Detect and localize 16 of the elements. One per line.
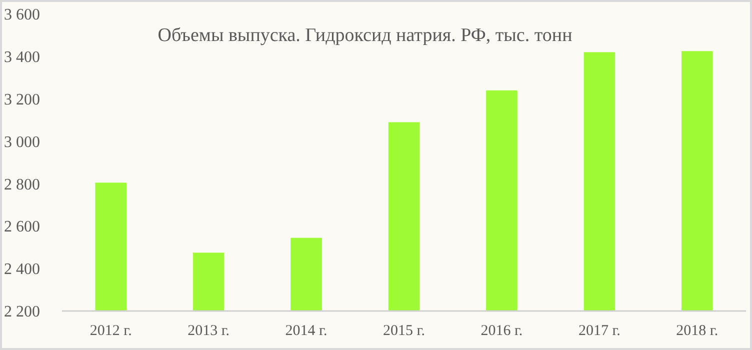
x-tick-label: 2015 г. (383, 323, 425, 339)
y-tick-label: 2 800 (4, 176, 40, 194)
y-tick-label: 3 400 (4, 49, 40, 66)
x-tick-label: 2017 г. (578, 323, 620, 339)
x-tick-label: 2014 г. (285, 323, 328, 339)
y-tick-label: 2 600 (4, 218, 40, 236)
y-tick-label: 2 400 (4, 261, 40, 278)
y-tick-label: 3 200 (4, 91, 40, 108)
text: Объемы выпуска. Гидроксид натрия. РФ, тыс. тонн (158, 25, 572, 46)
y-tick-label: 3 000 (4, 134, 40, 151)
x-tick-label: 2013 г. (188, 323, 230, 339)
y-tick-label: 3 600 (4, 6, 40, 24)
x-tick-label: 2016 г. (480, 323, 523, 339)
y-tick-label: 2 200 (4, 304, 40, 321)
x-tick-label: 2012 г. (90, 323, 132, 339)
x-tick-label: 2018 г. (676, 323, 718, 339)
